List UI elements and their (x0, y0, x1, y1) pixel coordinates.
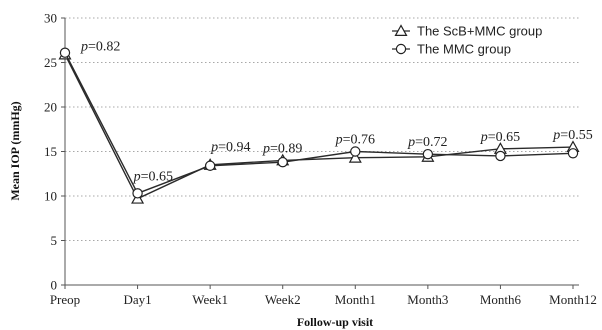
y-tick-label: 10 (44, 189, 57, 204)
p-value-label: p=0.55 (552, 128, 592, 143)
x-tick-label: Month12 (549, 292, 597, 307)
p-value-annotations: p=0.82p=0.65p=0.94 p=0.89p=0.76 p=0.72 p=0.… (80, 40, 593, 185)
x-tick-label: Month1 (335, 292, 376, 307)
y-tick-label: 15 (44, 144, 57, 159)
data-point-circle (422, 148, 434, 160)
y-tick-label: 0 (51, 278, 58, 293)
p-symbol: p (552, 128, 560, 143)
series-line-1 (64, 54, 574, 200)
legend: The ScB+MMC group The MMC group (392, 24, 542, 57)
p-symbol: p (262, 141, 270, 156)
p-value: =0.72 (415, 135, 447, 150)
p-value: =0.65 (488, 130, 520, 145)
p-symbol: p (133, 169, 141, 184)
p-value-label: p=0.76 (335, 133, 375, 148)
p-value: =0.82 (88, 40, 120, 55)
p-value: =0.89 (270, 141, 302, 156)
x-tick-label: Day1 (123, 292, 151, 307)
series-line-2 (64, 52, 574, 195)
p-symbol: p (210, 140, 218, 155)
gridlines (65, 17, 579, 241)
p-value-label: p=0.82 (80, 40, 120, 55)
p-value-label: p=0.72 (407, 135, 447, 150)
data-point-circle (204, 160, 216, 171)
p-value-label: p=0.65 (480, 130, 520, 145)
p-value: =0.76 (343, 133, 375, 148)
p-value: =0.55 (560, 128, 592, 143)
legend-label: The MMC group (417, 42, 511, 57)
legend-label: The ScB+MMC group (417, 24, 542, 39)
y-tick-label: 20 (44, 100, 57, 115)
p-value-label: p=0.65 (133, 169, 173, 184)
data-point-circle (132, 188, 143, 199)
p-value-label: p=0.89 (262, 141, 302, 156)
data-point-triangle (348, 150, 362, 163)
x-tick-label: Month3 (407, 292, 448, 307)
series-lines (58, 47, 580, 204)
x-tick-label: Week2 (265, 292, 301, 307)
y-tick-label: 25 (44, 55, 57, 70)
p-value-label: p=0.94 (210, 140, 250, 155)
y-axis-title: Mean IOP (mmHg) (8, 101, 22, 200)
data-point-circle (495, 150, 506, 162)
p-value: =0.65 (141, 169, 173, 184)
data-point-circle (350, 146, 361, 157)
axes: 0 5 10 15 20 25 30 Preop Day1 Week1 Week2 Month1 Mon… (44, 11, 597, 308)
p-symbol: p (335, 133, 343, 148)
data-point-circle (59, 47, 71, 58)
x-tick-label: Week1 (192, 292, 228, 307)
y-tick-label: 30 (44, 11, 57, 26)
legend-marker-circle (395, 43, 407, 55)
p-symbol: p (80, 40, 88, 55)
data-point-circle (567, 148, 579, 159)
y-tick-label: 5 (51, 233, 58, 248)
p-value: =0.94 (218, 140, 250, 155)
x-tick-label: Preop (50, 292, 80, 307)
legend-marker-triangle (394, 24, 408, 37)
p-symbol: p (480, 130, 488, 145)
p-symbol: p (407, 135, 415, 150)
x-tick-label: Month6 (480, 292, 522, 307)
data-point-circle (277, 156, 288, 168)
x-axis-title: Follow-up visit (297, 315, 373, 329)
